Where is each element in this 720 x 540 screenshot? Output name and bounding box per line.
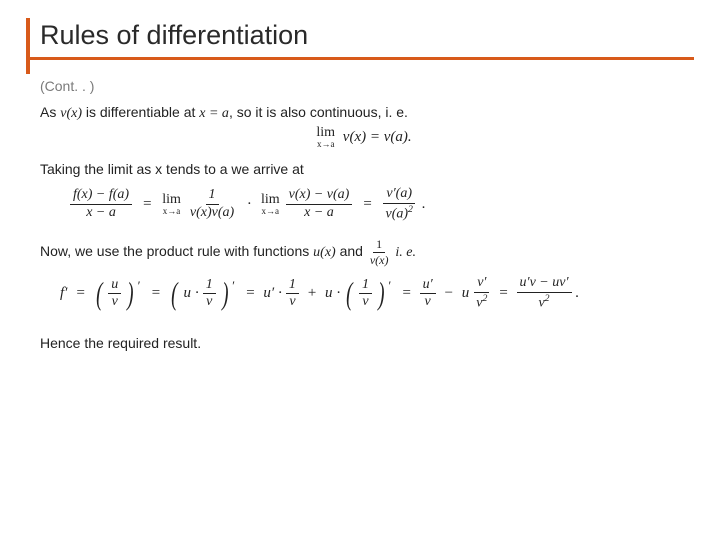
- num: 1: [286, 278, 299, 295]
- eq1-body: v(x) = v(a).: [339, 129, 412, 145]
- dot: ·: [195, 285, 199, 302]
- continuation-label: (Cont. . ): [40, 78, 688, 94]
- dot: ·: [337, 285, 341, 302]
- den: v(x): [367, 253, 392, 267]
- lim-top: lim: [316, 126, 335, 140]
- num: f(x) − f(a): [70, 188, 132, 205]
- frac-3: v(x) − v(a) x − a: [286, 188, 353, 220]
- dot: ·: [243, 196, 255, 213]
- prime: ′: [388, 278, 391, 294]
- text: As: [40, 104, 60, 120]
- num: v′(a): [383, 187, 415, 204]
- frac-uv: u v: [108, 278, 121, 310]
- lim-top: lim: [261, 193, 280, 207]
- rparen: ): [378, 281, 384, 307]
- rparen: ): [222, 281, 228, 307]
- plus: +: [303, 285, 321, 302]
- period: .: [576, 285, 580, 302]
- prime: ′: [137, 278, 140, 294]
- num: 1: [359, 278, 372, 295]
- math-vx: v(x): [60, 106, 82, 121]
- equals: =: [358, 196, 376, 213]
- num: v′: [474, 276, 489, 293]
- limit: lim x→a: [261, 193, 280, 216]
- slide-title: Rules of differentiation: [26, 18, 694, 51]
- den: v(a)2: [382, 204, 415, 222]
- frac-upv: u′ v: [420, 278, 436, 310]
- den: v2: [535, 293, 552, 311]
- num: u′v − uv′: [517, 276, 572, 293]
- den: v: [109, 294, 121, 310]
- equals: =: [241, 285, 259, 302]
- lparen: (: [96, 281, 102, 307]
- frac-2: 1 v(x)v(a): [187, 188, 237, 220]
- title-accent-horizontal: [26, 57, 694, 60]
- num: 1: [203, 278, 216, 295]
- text: and: [336, 243, 367, 259]
- fprime: f′: [60, 285, 67, 302]
- math-ux: u(x): [313, 245, 336, 260]
- text-line-2: Taking the limit as x tends to a we arri…: [40, 161, 688, 177]
- title-accent-vertical: [26, 18, 30, 74]
- den: v: [422, 294, 434, 310]
- u: u: [325, 285, 333, 302]
- lparen: (: [346, 281, 352, 307]
- num: 1: [373, 238, 385, 253]
- lim-top: lim: [162, 193, 181, 207]
- num: u: [108, 278, 121, 295]
- frac-4: v′(a) v(a)2: [382, 187, 415, 222]
- text: is differentiable at: [82, 104, 199, 120]
- text-line-1: As v(x) is differentiable at x = a, so i…: [40, 104, 688, 122]
- limit: lim x→a: [162, 193, 181, 216]
- den: v: [203, 294, 215, 310]
- text-line-3: Now, we use the product rule with functi…: [40, 238, 688, 266]
- equals: =: [494, 285, 512, 302]
- frac-1v: 1 v: [203, 278, 216, 310]
- num: u′: [420, 278, 436, 295]
- math-xa: x = a: [199, 106, 229, 121]
- num: v(x) − v(a): [286, 188, 353, 205]
- period: .: [422, 196, 426, 213]
- frac-1v: 1 v: [286, 278, 299, 310]
- lim-bot: x→a: [262, 207, 280, 216]
- den: x − a: [301, 205, 337, 221]
- uprime: u′: [263, 285, 274, 302]
- u: u: [184, 285, 192, 302]
- frac-1v: 1 v: [359, 278, 372, 310]
- frac-1: f(x) − f(a) x − a: [70, 188, 132, 220]
- rparen: ): [127, 281, 133, 307]
- num: 1: [206, 188, 219, 205]
- den: v: [359, 294, 371, 310]
- lparen: (: [171, 281, 177, 307]
- slide-content: (Cont. . ) As v(x) is differentiable at …: [26, 74, 694, 351]
- equation-1: lim x→a v(x) = v(a).: [40, 126, 688, 149]
- text: Now, we use the product rule with functi…: [40, 243, 313, 259]
- den: v: [286, 294, 298, 310]
- prime: ′: [231, 278, 234, 294]
- text: i. e.: [395, 245, 416, 260]
- equals: =: [147, 285, 165, 302]
- den: x − a: [83, 205, 119, 221]
- dot: ·: [278, 285, 282, 302]
- frac-final: u′v − uv′ v2: [517, 276, 572, 311]
- minus: −: [440, 285, 458, 302]
- den: v2: [473, 293, 490, 311]
- equation-2: f(x) − f(a) x − a = lim x→a 1 v(x)v(a) ·…: [70, 187, 688, 222]
- lim-bot: x→a: [163, 207, 181, 216]
- lim-bot: x→a: [317, 140, 335, 149]
- equals: =: [71, 285, 89, 302]
- den: v(x)v(a): [187, 205, 237, 221]
- frac-vpv2: v′ v2: [473, 276, 490, 311]
- limit: lim x→a: [316, 126, 335, 149]
- equation-3: f′ = ( u v )′ = ( u · 1 v )′ = u′ · 1 v: [60, 276, 688, 311]
- title-block: Rules of differentiation: [26, 18, 694, 60]
- frac-inline: 1 v(x): [367, 238, 392, 266]
- equals: =: [138, 196, 156, 213]
- equals: =: [397, 285, 415, 302]
- text: , so it is also continuous, i. e.: [229, 104, 408, 120]
- u: u: [462, 285, 470, 302]
- text-line-4: Hence the required result.: [40, 335, 688, 351]
